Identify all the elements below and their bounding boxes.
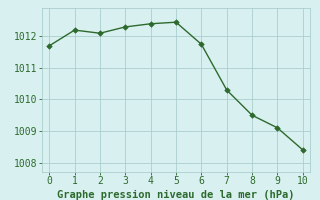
- X-axis label: Graphe pression niveau de la mer (hPa): Graphe pression niveau de la mer (hPa): [57, 190, 295, 200]
